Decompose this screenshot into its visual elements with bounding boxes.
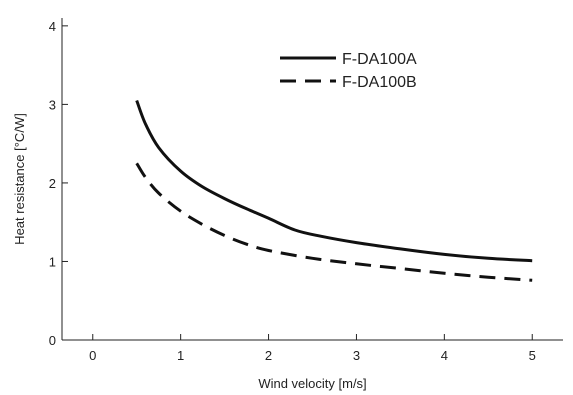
x-ticks: 0 1 2 3 4 5 [89, 334, 536, 363]
x-tick-label-3: 3 [353, 348, 360, 363]
y-tick-label-1: 1 [49, 254, 56, 269]
series-layer [135, 99, 533, 282]
y-tick-label-0: 0 [49, 333, 56, 348]
x-tick-label-1: 1 [177, 348, 184, 363]
axes [61, 18, 563, 341]
y-tick-label-4: 4 [49, 19, 56, 34]
y-tick-label-2: 2 [49, 176, 56, 191]
y-ticks: 0 1 2 3 4 [49, 19, 68, 348]
x-tick-label-0: 0 [89, 348, 96, 363]
legend: F-DA100A F-DA100B [280, 51, 417, 91]
x-tick-label-4: 4 [441, 348, 448, 363]
x-tick-label-2: 2 [265, 348, 272, 363]
y-axis-label: Heat resistance [°C/W] [12, 113, 27, 245]
series-line-f-da100a [135, 99, 533, 263]
legend-label-f-da100b: F-DA100B [342, 74, 417, 91]
y-tick-label-3: 3 [49, 97, 56, 112]
legend-label-f-da100a: F-DA100A [342, 51, 417, 68]
series-line-f-da100b [135, 162, 533, 282]
x-tick-label-5: 5 [529, 348, 536, 363]
x-axis-label: Wind velocity [m/s] [258, 376, 366, 391]
